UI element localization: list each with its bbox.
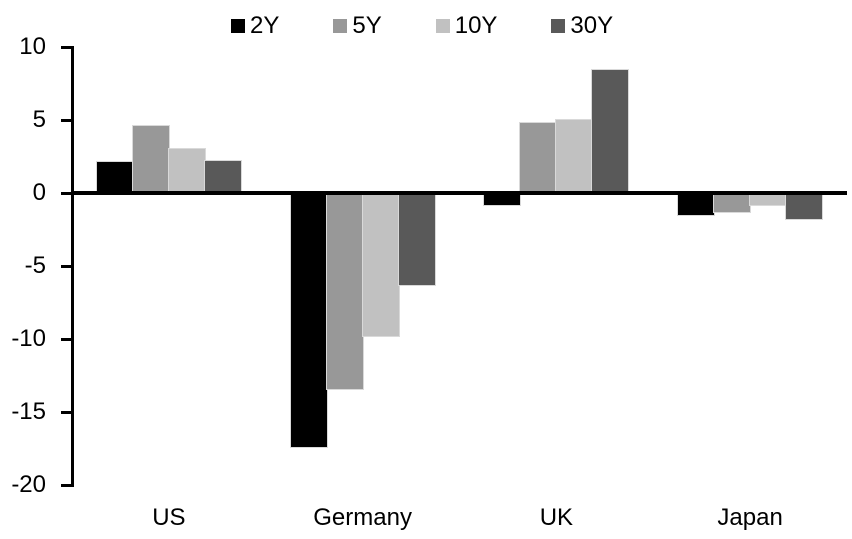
bar-uk-5y [520,122,557,193]
bar-uk-10y [556,120,593,193]
y-tick-label: 10 [19,33,46,60]
x-axis-label-uk: UK [539,504,574,531]
bar-germany-2y [290,193,327,448]
x-axis-label-japan: Japan [717,504,783,531]
y-tick-label: -5 [24,252,46,279]
bar-germany-30y [398,193,435,285]
legend-label-2y: 2Y [250,12,280,39]
legend-item-30y: 30Y [551,14,613,38]
legend-swatch-30y [551,19,566,33]
zero-axis-line [70,191,847,195]
legend-label-5y: 5Y [352,12,382,39]
y-axis-tick [61,337,72,341]
legend-label-10y: 10Y [454,12,498,39]
x-axis-label-germany: Germany [313,504,412,531]
y-axis-tick [61,483,72,487]
bar-germany-10y [362,193,399,337]
bar-us-5y [132,125,169,193]
bar-us-2y [96,162,133,193]
legend-item-10y: 10Y [435,12,498,39]
bar-us-10y [168,149,205,193]
legend-swatch-10y [435,19,450,33]
y-axis-tick [61,45,72,49]
bar-japan-5y [714,193,751,212]
legend-label-30y: 30Y [570,12,614,39]
legend-item-5y: 5Y [333,12,382,39]
bar-japan-10y [750,193,787,205]
legend-swatch-2y [231,19,245,33]
bar-uk-30y [592,70,629,193]
legend-item-2y: 2Y [231,14,279,38]
chart-legend: 2Y 5Y 10Y 30Y [231,14,613,38]
y-tick-label: -10 [11,325,46,352]
bar-japan-30y [786,193,823,220]
bar-germany-5y [326,193,363,389]
legend-swatch-5y [333,19,348,33]
y-tick-label: -20 [11,471,46,498]
bar-japan-2y [678,193,715,215]
bar-uk-2y [484,193,521,205]
y-axis-tick [61,264,72,268]
x-axis-label-us: US [152,504,186,531]
y-tick-label: 0 [32,179,46,206]
y-axis-line [70,45,74,487]
y-tick-label: -15 [11,398,46,425]
y-axis-tick [61,118,72,122]
y-axis-tick [61,410,72,414]
y-tick-label: 5 [32,106,46,133]
bar-us-30y [204,160,241,193]
y-axis-tick [61,191,72,195]
